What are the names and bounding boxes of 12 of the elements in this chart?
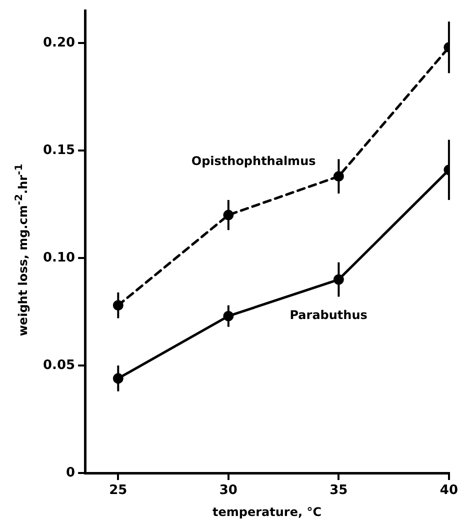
y-tick-label: 0 [66,465,76,480]
series-label: Parabuthus [290,308,368,322]
x-tick-label: 25 [109,483,128,498]
y-tick-label: 0.20 [42,35,76,50]
series-label: Opisthophthalmus [191,154,316,168]
y-tick-label: 0.10 [42,250,76,266]
y-tick-label: 0.15 [42,142,76,158]
x-tick-label: 30 [219,483,238,498]
x-axis-title: temperature, °C [212,504,322,519]
x-tick-label: 35 [330,483,348,498]
x-tick-label: 40 [440,483,458,498]
y-tick-label: 0.05 [42,358,76,373]
